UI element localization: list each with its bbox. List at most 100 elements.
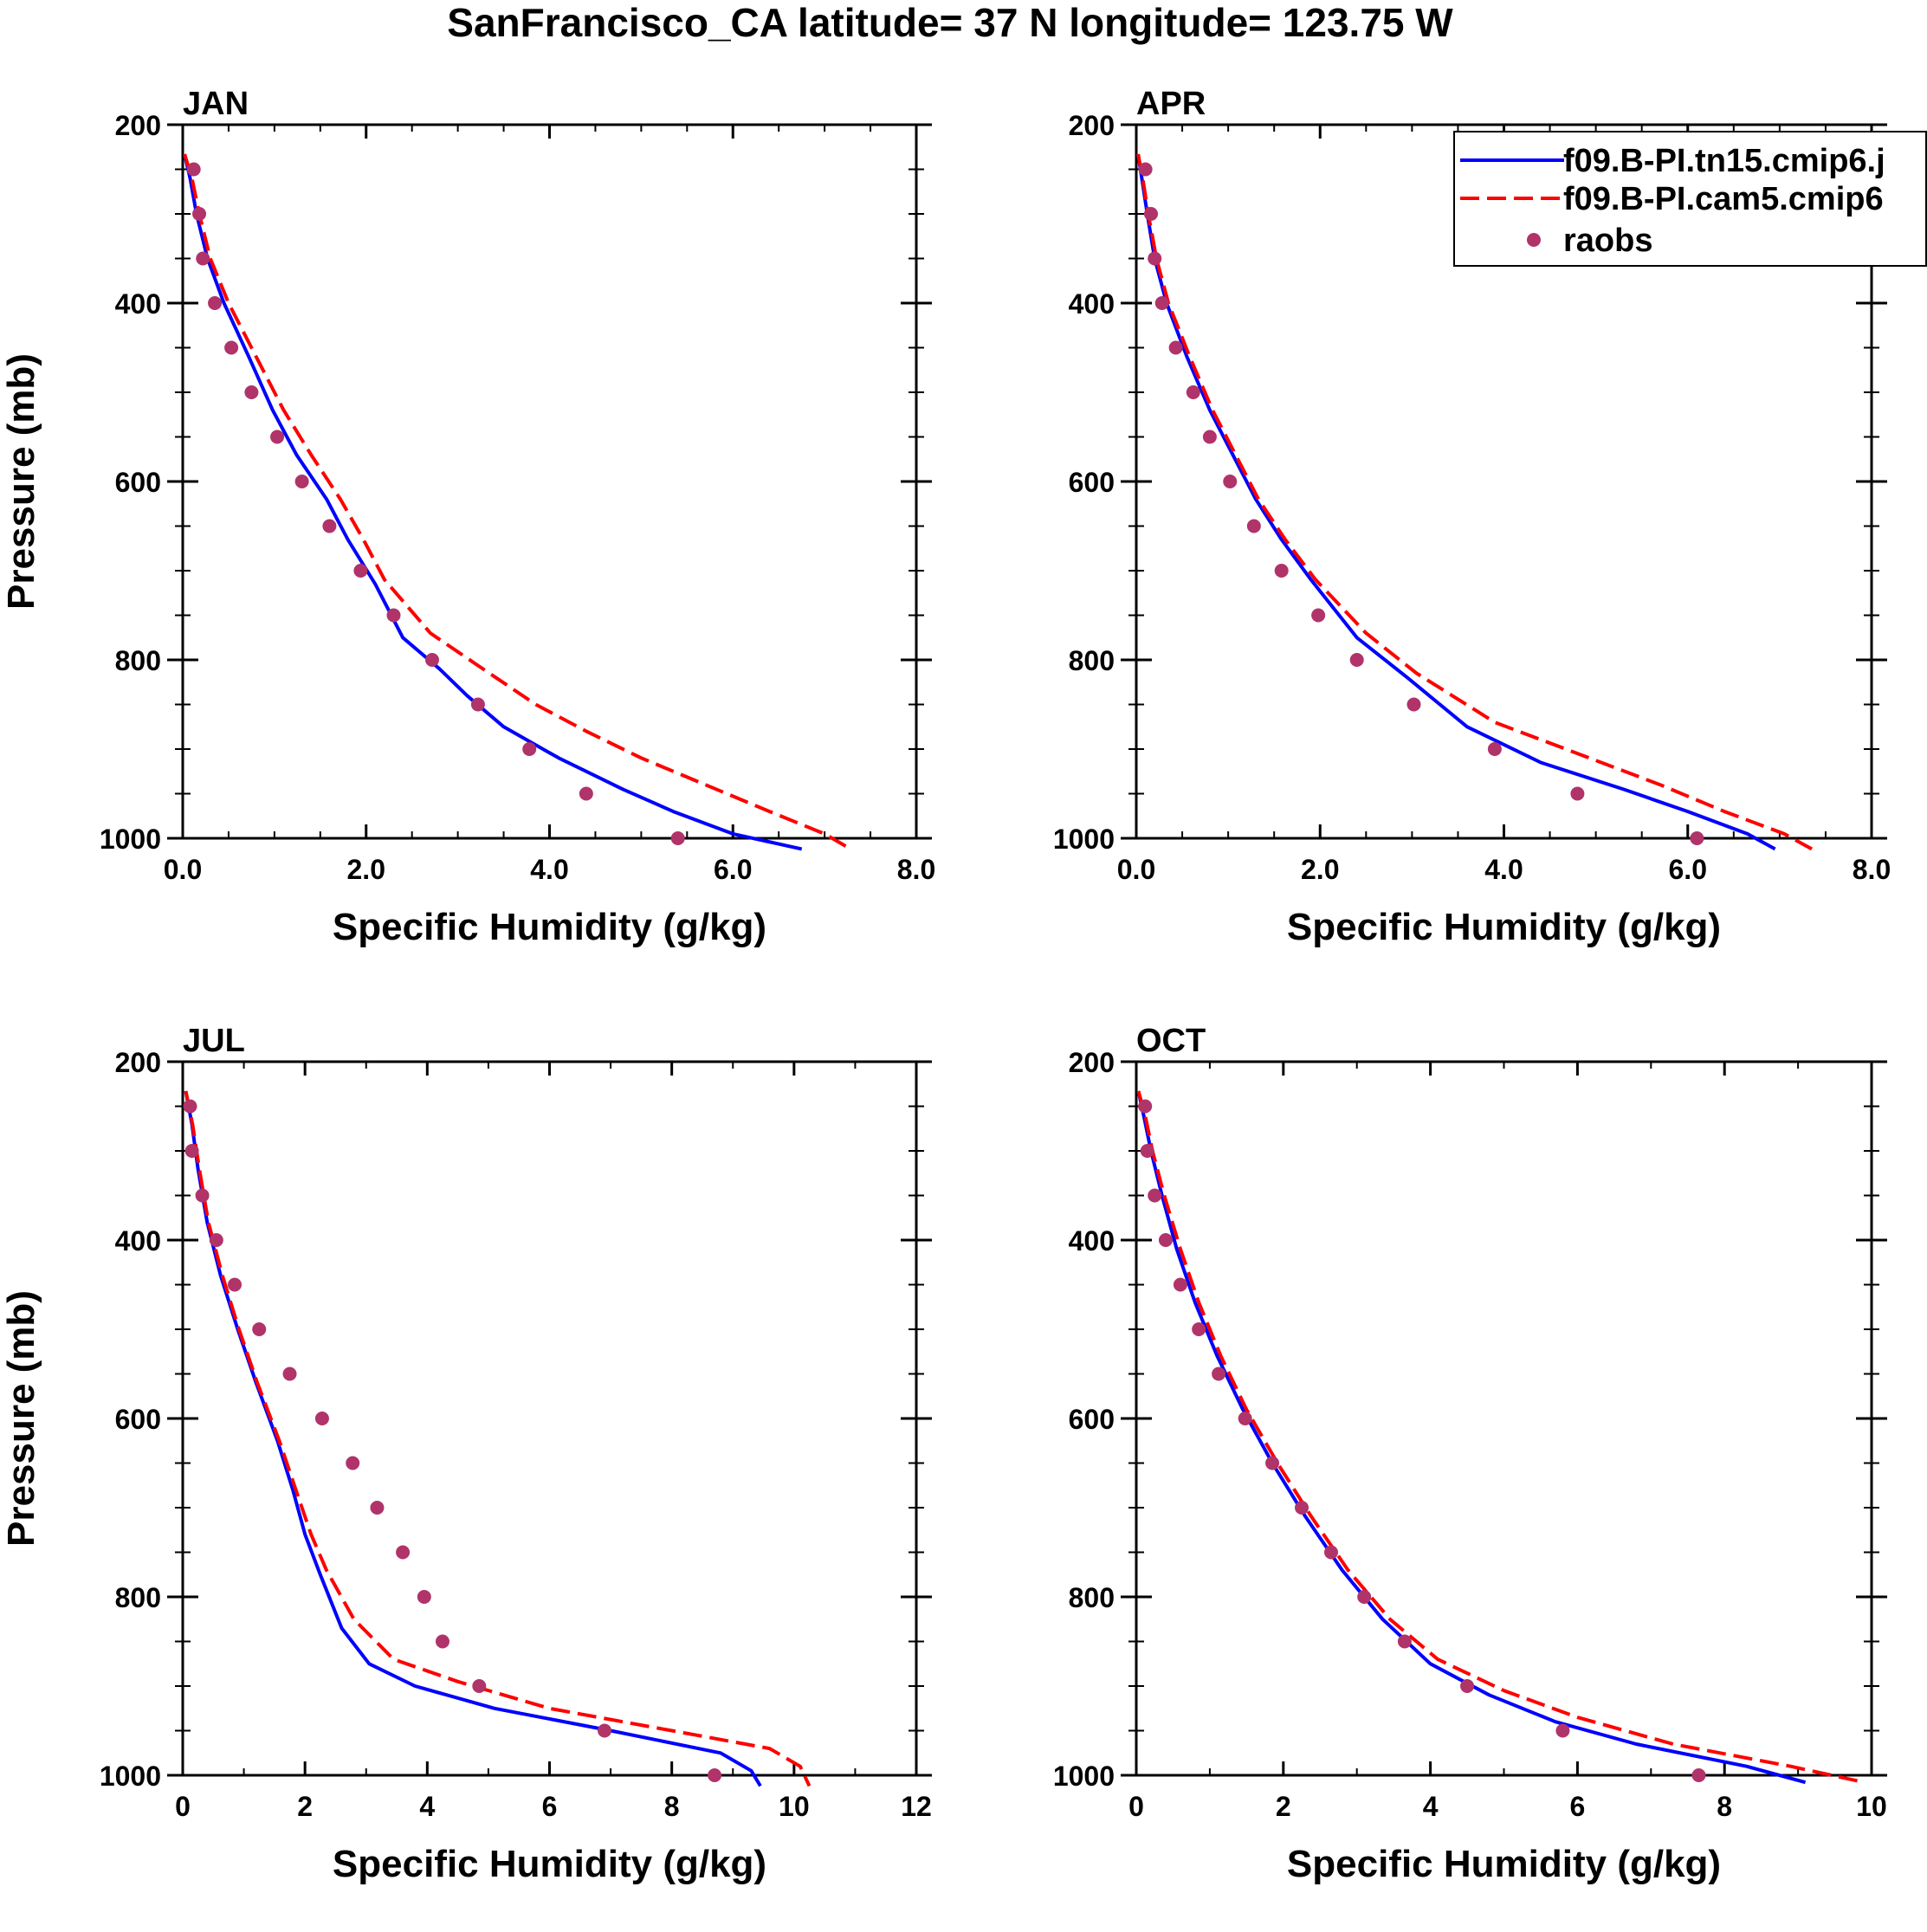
y-axis-label: Pressure (mb) [0, 353, 42, 610]
raobs-point [1323, 1545, 1338, 1560]
x-tick-label: 2.0 [347, 854, 385, 885]
raobs-point [1487, 742, 1502, 756]
x-tick-label: 6 [542, 1791, 558, 1822]
panel-jul: JUL 0 2 4 6 8 10 12 200 400 600 800 1000 Specific Hum… [0, 1023, 932, 1885]
series-line-cam5 [184, 1090, 812, 1787]
raobs-point [1138, 1099, 1153, 1114]
x-axis-label: Specific Humidity (g/kg) [333, 906, 766, 948]
x-tick-label: 4 [1423, 1791, 1439, 1822]
raobs-point [192, 207, 207, 221]
x-tick-label: 12 [901, 1791, 932, 1822]
panel-jan: JAN 0.0 2.0 4.0 6.0 8.0 200 400 600 800 1000 Specif… [0, 86, 935, 948]
raobs-point [708, 1768, 722, 1782]
y-tick-label: 400 [115, 1225, 161, 1257]
raobs-point [252, 1322, 267, 1336]
raobs-point [1223, 475, 1238, 488]
y-tick-label: 800 [115, 1582, 161, 1613]
x-tick-label: 8.0 [897, 854, 935, 885]
x-tick-label: 6 [1570, 1791, 1586, 1822]
y-tick-label: 800 [1069, 645, 1115, 676]
raobs-point [424, 653, 439, 667]
raobs-point [1570, 786, 1585, 801]
raobs-point [1690, 831, 1704, 845]
plot-frame [181, 123, 918, 840]
raobs-point [1143, 207, 1158, 221]
raobs-point [1349, 653, 1364, 667]
x-axis-label: Specific Humidity (g/kg) [333, 1843, 766, 1885]
x-tick-label: 2 [1276, 1791, 1291, 1822]
plot-frame [181, 1060, 918, 1777]
x-tick-label: 10 [1856, 1791, 1887, 1822]
y-tick-label: 400 [1069, 288, 1115, 320]
raobs-point [294, 475, 309, 488]
x-tick-label: 0.0 [164, 854, 202, 885]
y-tick-label: 400 [1069, 1225, 1115, 1257]
raobs-point [522, 742, 537, 756]
raobs-point [1274, 564, 1289, 578]
raobs-point [1212, 1367, 1226, 1381]
x-tick-label: 8.0 [1853, 854, 1891, 885]
y-tick-label: 600 [1069, 467, 1115, 498]
x-tick-label: 6.0 [714, 854, 752, 885]
raobs-point [209, 1233, 223, 1247]
legend-marker-raobs [1527, 233, 1541, 247]
raobs-point [1238, 1412, 1252, 1425]
raobs-point [598, 1723, 612, 1738]
series-line-cam5 [1136, 1090, 1865, 1785]
x-tick-label: 2 [297, 1791, 313, 1822]
raobs-point [1460, 1679, 1475, 1693]
raobs-point [472, 1679, 487, 1693]
x-tick-label: 0 [175, 1791, 191, 1822]
raobs-point [270, 430, 285, 444]
y-tick-label: 200 [1069, 1047, 1115, 1078]
x-tick-label: 4 [419, 1791, 435, 1822]
legend: f09.B-PI.tn15.cmip6.jf09.B-PI.cam5.cmip6… [1453, 131, 1927, 267]
raobs-point [196, 251, 210, 266]
panel-title: JAN [183, 86, 249, 122]
raobs-point [184, 1144, 199, 1158]
y-axis-label: Pressure (mb) [0, 1290, 42, 1547]
raobs-point [195, 1188, 210, 1203]
raobs-point [186, 162, 201, 177]
raobs-point [579, 786, 593, 801]
raobs-point [322, 519, 337, 533]
raobs-point [1406, 697, 1421, 712]
raobs-point [353, 564, 368, 578]
raobs-point [435, 1634, 449, 1649]
x-tick-label: 2.0 [1301, 854, 1339, 885]
legend-label: f09.B-PI.tn15.cmip6.j [1563, 143, 1885, 179]
raobs-point [1691, 1768, 1706, 1782]
y-tick-label: 800 [1069, 1582, 1115, 1613]
y-tick-label: 1000 [100, 1761, 161, 1792]
series-line-tn15 [184, 1090, 762, 1787]
legend-label: f09.B-PI.cam5.cmip6 [1563, 181, 1884, 217]
raobs-point [244, 385, 259, 399]
raobs-point [1138, 162, 1153, 177]
raobs-point [224, 340, 239, 355]
panel-title: OCT [1136, 1023, 1206, 1059]
y-tick-label: 1000 [1053, 1761, 1115, 1792]
raobs-point [1154, 296, 1169, 310]
raobs-point [1148, 251, 1162, 266]
raobs-point [1397, 1634, 1412, 1649]
raobs-point [470, 697, 485, 712]
raobs-point [314, 1412, 329, 1425]
raobs-point [417, 1590, 431, 1604]
raobs-point [183, 1099, 197, 1114]
raobs-point [370, 1501, 385, 1515]
panel-oct: OCT 0 2 4 6 8 10 200 400 600 800 1000 Specific Humid… [1053, 1023, 1887, 1885]
x-axis-label: Specific Humidity (g/kg) [1287, 906, 1721, 948]
raobs-point [1311, 608, 1326, 623]
series-line-cam5 [183, 153, 853, 852]
panel-title: JUL [183, 1023, 245, 1059]
y-tick-label: 600 [115, 1404, 161, 1435]
raobs-point [386, 608, 401, 623]
raobs-point [396, 1545, 411, 1560]
legend-label: raobs [1563, 223, 1652, 259]
raobs-point [1168, 340, 1183, 355]
series-line-tn15 [1136, 1090, 1807, 1785]
raobs-point [1357, 1590, 1372, 1604]
x-tick-label: 6.0 [1669, 854, 1707, 885]
